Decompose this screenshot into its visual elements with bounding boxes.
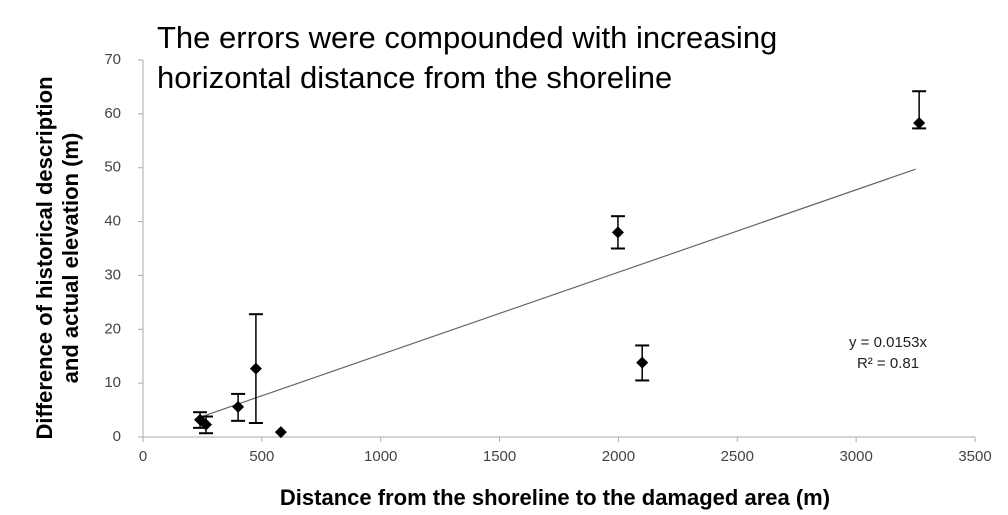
point: [199, 418, 212, 431]
x-tick-label: 3500: [958, 448, 991, 465]
y-tick-label: 70: [104, 51, 121, 68]
point: [249, 362, 262, 375]
y-tick-label: 50: [104, 159, 121, 176]
point: [274, 426, 287, 439]
point: [636, 356, 649, 369]
x-tick-label: 3000: [839, 448, 872, 465]
point: [232, 400, 245, 413]
x-tick-label: 0: [139, 448, 147, 465]
x-axis-label: Distance from the shoreline to the damag…: [280, 485, 830, 510]
point: [611, 226, 624, 239]
x-tick-label: 500: [249, 448, 274, 465]
chart-title: The errors were compounded with increasi…: [157, 20, 777, 55]
x-tick-label: 1000: [364, 448, 397, 465]
y-tick-label: 40: [104, 213, 121, 230]
y-tick-label: 30: [104, 266, 121, 283]
y-axis-label: Difference of historical description: [32, 76, 57, 439]
trendline: [202, 168, 916, 417]
x-tick-label: 2000: [602, 448, 635, 465]
y-tick-label: 20: [104, 320, 121, 337]
y-tick-label: 60: [104, 105, 121, 122]
x-tick-label: 2500: [721, 448, 754, 465]
y-tick-label: 0: [113, 428, 121, 445]
y-axis-label: and actual elevation (m): [58, 133, 83, 384]
chart-title: horizontal distance from the shoreline: [157, 60, 672, 95]
x-tick-label: 1500: [483, 448, 516, 465]
trend-r2: R² = 0.81: [857, 355, 919, 372]
y-tick-label: 10: [104, 374, 121, 391]
point: [913, 117, 926, 130]
trend-equation: y = 0.0153x: [849, 334, 927, 351]
